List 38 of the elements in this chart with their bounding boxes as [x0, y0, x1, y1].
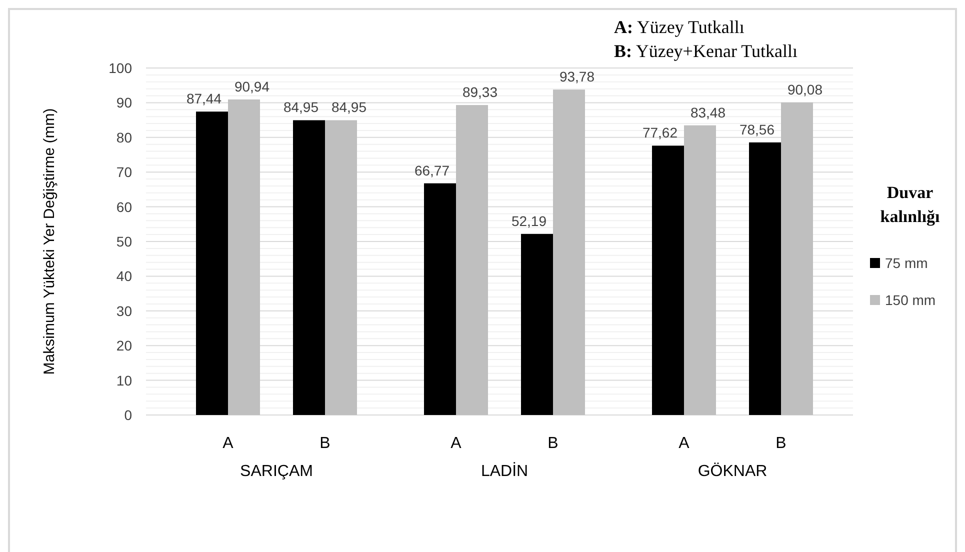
x-tick-label: B: [776, 435, 786, 452]
text: 66,77: [414, 162, 450, 178]
y-tick-label: 40: [116, 268, 132, 284]
legend-label: 150 mm: [885, 292, 936, 308]
text: 78,56: [739, 121, 775, 138]
text: 77,62: [642, 124, 678, 141]
text: 83,48: [690, 104, 726, 120]
y-tick-label: 20: [116, 338, 132, 354]
y-axis-title: Maksimum Yükteki Yer Değiştirme (mm): [41, 108, 58, 375]
y-tick-label: 50: [116, 234, 132, 250]
legend-label: 75 mm: [885, 255, 928, 271]
y-tick-label: 100: [108, 60, 132, 76]
y-tick-label: 60: [116, 198, 132, 215]
text: 84,95: [283, 99, 319, 116]
x-tick-label: B: [320, 435, 330, 452]
text: LADİN: [480, 462, 528, 480]
text: A: Yüzey Tutkallı: [614, 17, 744, 37]
text: 90,08: [787, 81, 823, 98]
text: 89,33: [462, 84, 498, 100]
y-tick-label: 80: [116, 129, 132, 146]
text: GÖKNAR: [698, 462, 768, 480]
text: SARIÇAM: [240, 463, 313, 480]
y-tick-label: 0: [124, 407, 132, 423]
text: B: Yüzey+Kenar Tutkallı: [614, 41, 798, 61]
y-tick-label: 90: [116, 94, 132, 111]
text: 84,95: [331, 99, 367, 116]
x-tick-label: A: [222, 435, 234, 452]
x-tick-label: B: [548, 435, 558, 452]
text: 52,19: [511, 212, 547, 229]
y-tick-label: 30: [116, 302, 132, 319]
legend-title: Duvar kalınlığı: [880, 183, 940, 226]
y-tick-label: 10: [116, 372, 132, 388]
x-tick-label: A: [678, 435, 690, 452]
text: 93,78: [559, 68, 595, 85]
y-tick-label: 70: [116, 164, 132, 180]
text: 90,94: [234, 78, 270, 94]
x-tick-label: A: [450, 435, 462, 452]
text: 87,44: [186, 90, 222, 107]
